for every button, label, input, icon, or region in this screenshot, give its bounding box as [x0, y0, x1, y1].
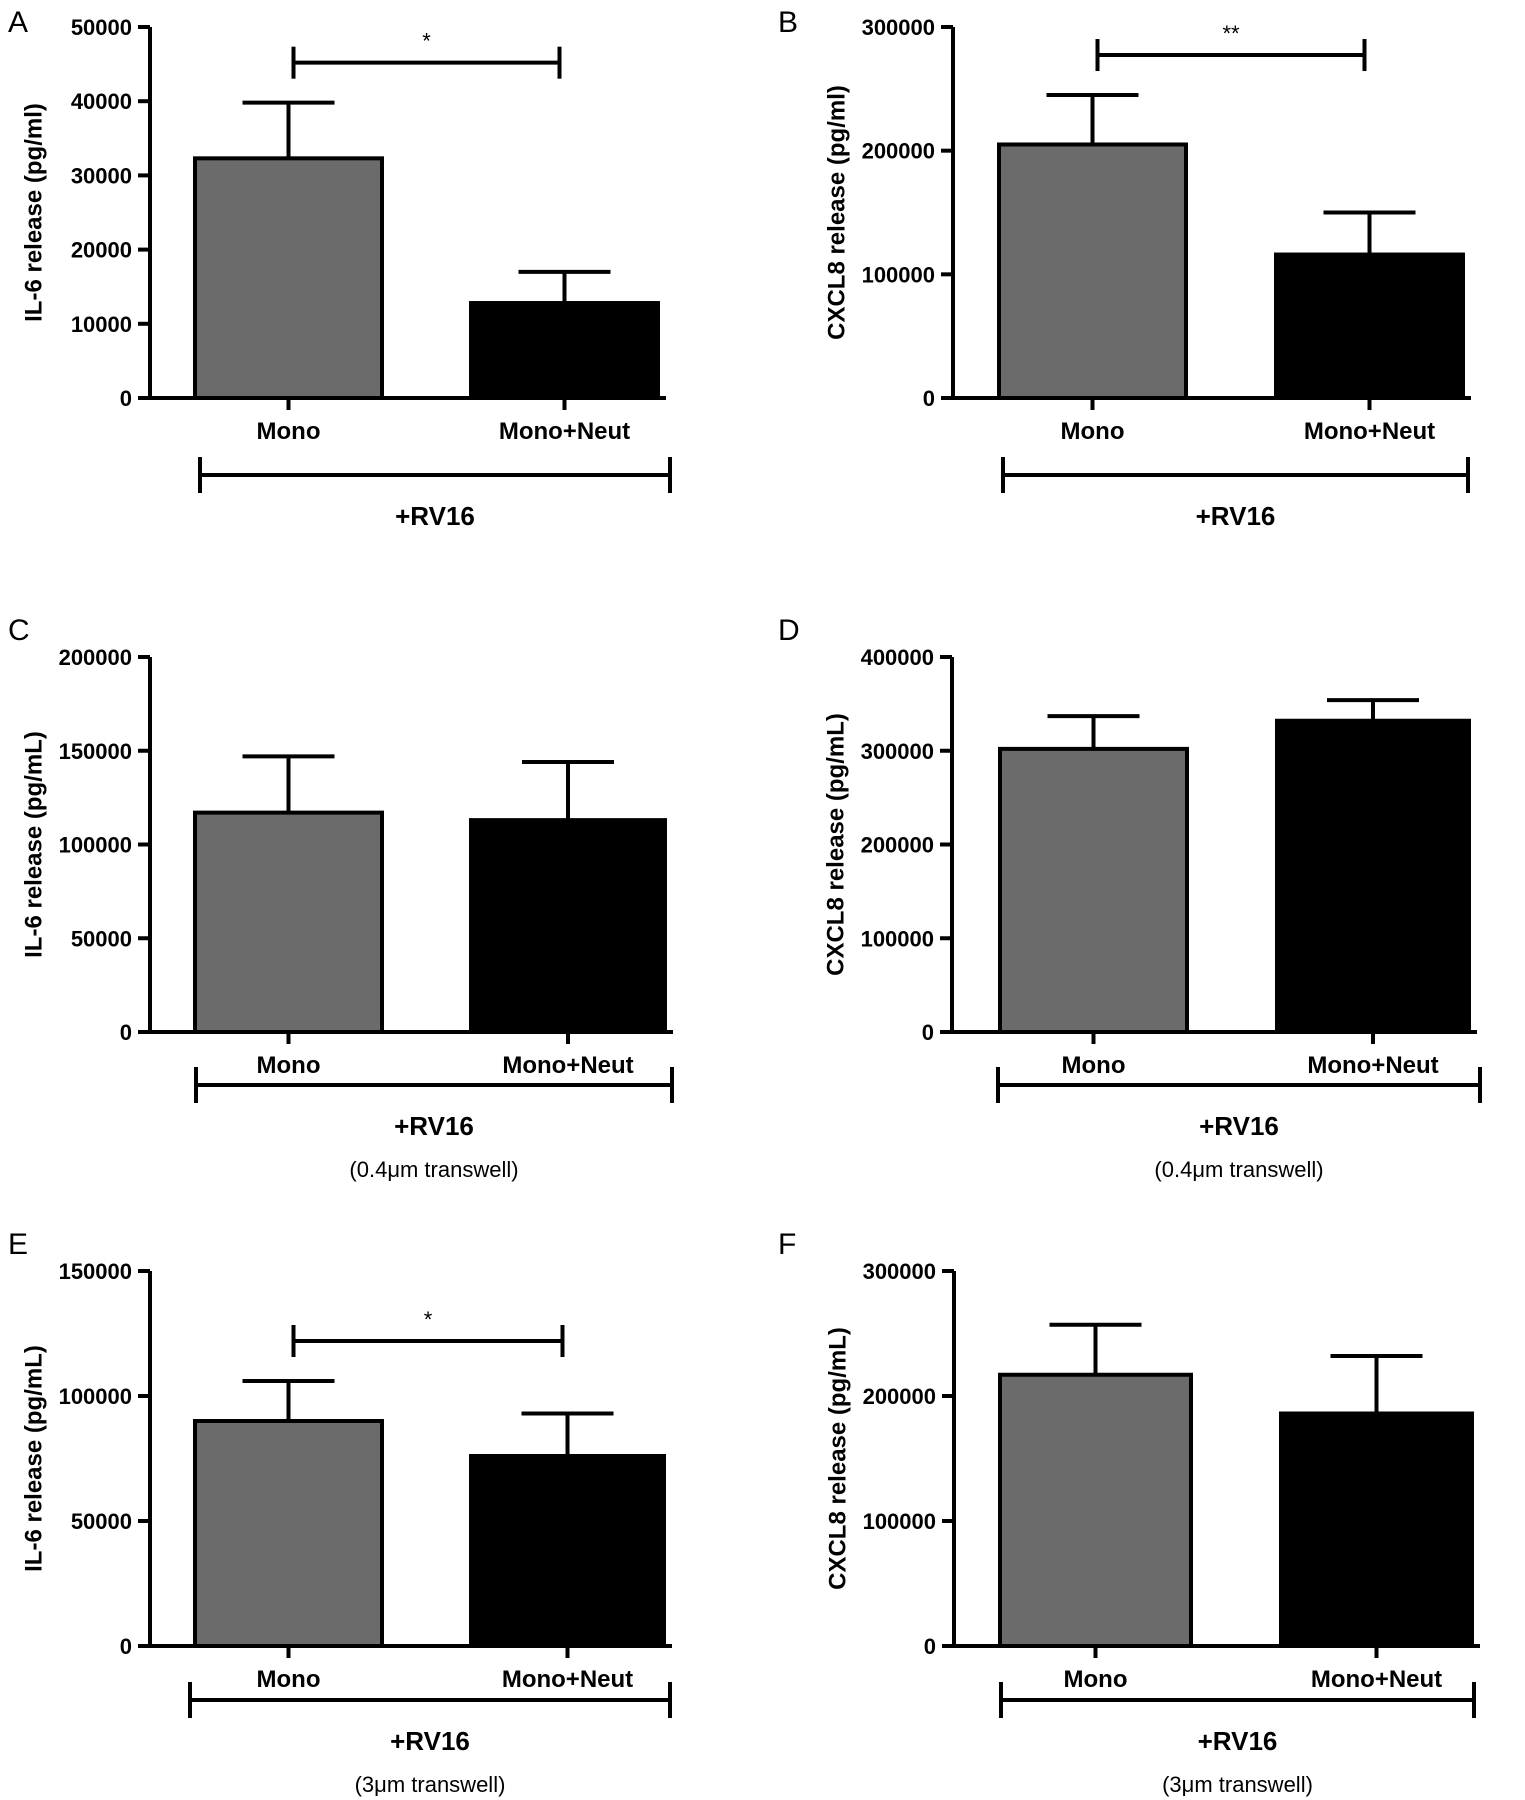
y-tick-label: 50000 [71, 926, 132, 951]
category-label: Mono [1061, 418, 1125, 445]
bar [469, 301, 660, 400]
y-tick-label: 0 [922, 1020, 934, 1045]
category-label: Mono [1064, 1666, 1128, 1693]
group-label: +RV16 [394, 1111, 474, 1141]
sub-label: (0.4μm transwell) [349, 1157, 518, 1182]
bar [1275, 718, 1471, 1034]
y-tick-label: 0 [923, 386, 935, 411]
category-label: Mono [257, 1052, 321, 1079]
y-tick-label: 150000 [59, 739, 132, 764]
y-tick-label: 100000 [862, 262, 935, 287]
y-tick-label: 200000 [861, 833, 934, 858]
sub-label: (3μm transwell) [355, 1772, 506, 1797]
panel-d: D Mono Mono+Neut 0 100000 200000 300000 400000 C… [778, 614, 1482, 1182]
category-label: Mono+Neut [499, 418, 630, 445]
y-tick-label: 100000 [59, 833, 132, 858]
y-tick-label: 10000 [71, 312, 132, 337]
y-axis-label: CXCL8 release (pg/ml) [823, 85, 850, 340]
y-tick-label: 100000 [861, 926, 934, 951]
y-tick-label: 200000 [863, 1384, 936, 1409]
y-axis-label: IL-6 release (pg/ml) [20, 103, 47, 322]
y-tick-label: 300000 [863, 1259, 936, 1284]
group-label: +RV16 [1198, 1726, 1278, 1756]
panel-a: A Mono Mono+Neut 0 10000 20000 30000 40000 50000… [8, 6, 672, 531]
significance-label: ** [1222, 21, 1240, 46]
y-tick-label: 0 [120, 1020, 132, 1045]
group-label: +RV16 [390, 1726, 470, 1756]
y-tick-label: 100000 [863, 1509, 936, 1534]
bar [193, 810, 384, 1034]
y-axis-label: CXCL8 release (pg/mL) [822, 713, 849, 976]
y-axis-label: IL-6 release (pg/mL) [20, 731, 47, 958]
panel-c: C Mono Mono+Neut 0 50000 100000 150000 200000 IL… [8, 614, 674, 1182]
bar [998, 1372, 1193, 1648]
category-label: Mono+Neut [502, 1666, 633, 1693]
panel-letter: F [778, 1228, 796, 1261]
bar [193, 156, 384, 400]
category-label: Mono+Neut [1311, 1666, 1442, 1693]
bar [469, 818, 667, 1034]
panel-b: B Mono Mono+Neut 0 100000 200000 300000 CXCL8 r… [778, 6, 1471, 531]
group-label: +RV16 [1199, 1111, 1279, 1141]
y-axis-label: IL-6 release (pg/mL) [20, 1345, 47, 1572]
panel-letter: C [8, 614, 30, 647]
panel-letter: D [778, 614, 800, 647]
panel-letter: A [8, 6, 28, 39]
bar [193, 1419, 384, 1648]
category-label: Mono+Neut [1307, 1052, 1438, 1079]
bar [997, 142, 1188, 400]
y-tick-label: 300000 [861, 739, 934, 764]
y-tick-label: 30000 [71, 163, 132, 188]
y-tick-label: 0 [120, 386, 132, 411]
y-tick-label: 150000 [59, 1259, 132, 1284]
significance-label: * [424, 1307, 433, 1332]
y-tick-label: 50000 [71, 1509, 132, 1534]
sub-label: (3μm transwell) [1162, 1772, 1313, 1797]
bar [998, 746, 1189, 1034]
category-label: Mono+Neut [502, 1052, 633, 1079]
panel-e: E Mono Mono+Neut 0 50000 100000 150000 IL-6 rel… [8, 1228, 672, 1797]
group-label: +RV16 [395, 501, 475, 531]
panel-f: F Mono Mono+Neut 0 100000 200000 300000 CXCL8 r… [778, 1228, 1480, 1797]
significance-label: * [422, 29, 431, 54]
category-label: Mono+Neut [1304, 418, 1435, 445]
y-axis-label: CXCL8 release (pg/mL) [824, 1327, 851, 1590]
panel-letter: B [778, 6, 798, 39]
y-tick-label: 200000 [862, 139, 935, 164]
y-tick-label: 40000 [71, 89, 132, 114]
panel-letter: E [8, 1228, 28, 1261]
y-tick-label: 20000 [71, 238, 132, 263]
category-label: Mono [1062, 1052, 1126, 1079]
bar [469, 1454, 666, 1648]
y-tick-label: 300000 [862, 15, 935, 40]
y-tick-label: 50000 [71, 15, 132, 40]
y-tick-label: 200000 [59, 645, 132, 670]
y-tick-label: 400000 [861, 645, 934, 670]
group-label: +RV16 [1196, 501, 1276, 531]
bar [1274, 252, 1465, 400]
y-tick-label: 100000 [59, 1384, 132, 1409]
y-tick-label: 0 [120, 1634, 132, 1659]
category-label: Mono [257, 418, 321, 445]
category-label: Mono [257, 1666, 321, 1693]
sub-label: (0.4μm transwell) [1154, 1157, 1323, 1182]
y-tick-label: 0 [924, 1634, 936, 1659]
bar [1279, 1411, 1474, 1648]
